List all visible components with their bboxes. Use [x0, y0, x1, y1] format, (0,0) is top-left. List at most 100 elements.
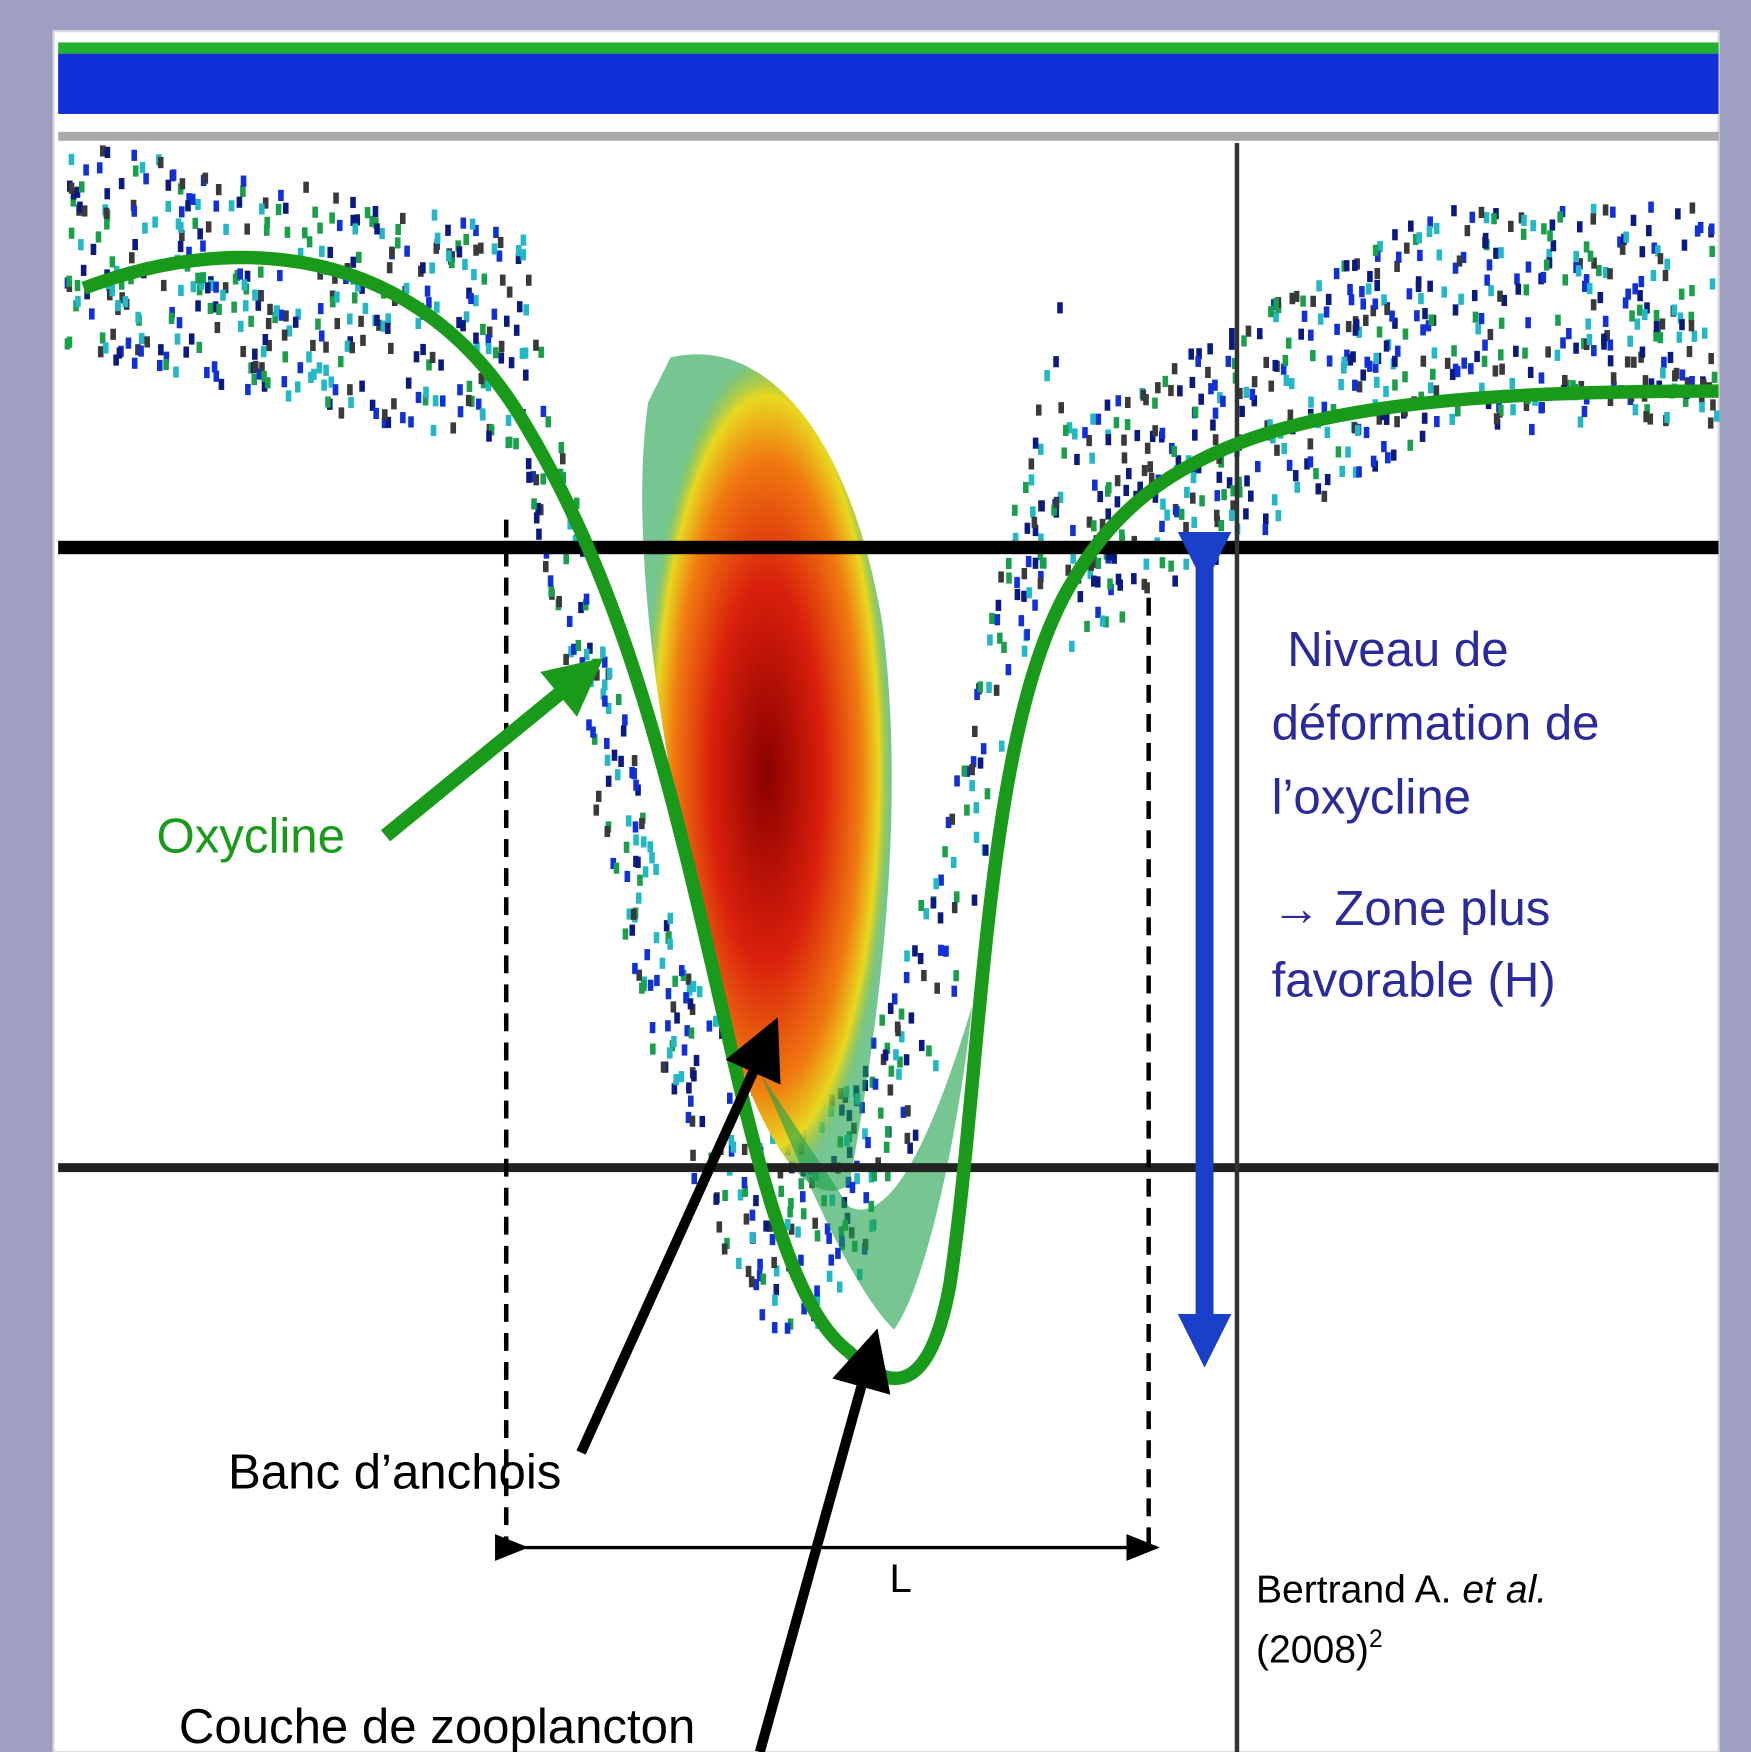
echo-dot: [772, 1322, 778, 1333]
echo-dot: [548, 586, 554, 597]
echo-dot: [983, 845, 989, 856]
echo-dot: [317, 362, 323, 373]
echo-dot: [951, 857, 957, 868]
echo-dot: [1360, 370, 1366, 381]
echo-dot: [347, 313, 353, 324]
echo-dot: [614, 863, 620, 874]
echo-dot: [117, 347, 123, 358]
echo-dot: [132, 239, 138, 250]
echo-dot: [1420, 431, 1426, 442]
echo-dot: [1629, 310, 1635, 321]
echo-dot: [1183, 522, 1189, 533]
echo-dot: [722, 1243, 728, 1254]
echo-dot: [954, 891, 960, 902]
echo-dot: [952, 902, 958, 913]
echo-dot: [1383, 386, 1389, 397]
echo-dot: [668, 913, 674, 924]
echo-dot: [631, 909, 637, 920]
echo-dot: [1122, 452, 1128, 463]
echo-dot: [883, 1050, 889, 1061]
width-label: L: [889, 1556, 911, 1601]
echo-dot: [632, 963, 638, 974]
echo-dot: [1163, 376, 1169, 387]
echo-dot: [1416, 232, 1422, 243]
echo-dot: [938, 875, 944, 886]
echo-dot: [1422, 308, 1428, 319]
echo-dot: [635, 857, 641, 868]
echo-dot: [248, 316, 254, 327]
echo-dot: [1044, 370, 1050, 381]
echo-dot: [1144, 559, 1150, 570]
echo-dot: [697, 986, 703, 997]
echo-dot: [605, 755, 611, 766]
echo-dot: [616, 694, 622, 705]
echo-dot: [509, 357, 515, 368]
echo-dot: [1115, 475, 1121, 486]
echo-dot: [310, 340, 316, 351]
echo-dot: [1566, 328, 1572, 339]
echo-dot: [909, 1012, 915, 1023]
echo-dot: [267, 304, 273, 315]
echo-dot: [1702, 328, 1708, 339]
echo-dot: [1220, 396, 1226, 407]
echo-dot: [629, 925, 635, 936]
echo-dot: [263, 334, 269, 345]
echo-dot: [683, 992, 689, 1003]
echo-dot: [237, 197, 243, 208]
echo-dot: [286, 390, 292, 401]
echo-dot: [1416, 276, 1422, 287]
echo-dot: [1268, 306, 1274, 317]
echo-dot: [279, 310, 285, 321]
echo-dot: [1023, 482, 1029, 493]
echo-dot: [1596, 265, 1602, 276]
echo-dot: [996, 600, 1002, 611]
echo-dot: [1472, 290, 1478, 301]
echo-dot: [1032, 517, 1038, 528]
echo-dot: [445, 225, 451, 236]
echo-dot: [329, 212, 335, 223]
echo-dot: [1551, 240, 1557, 251]
echo-dot: [100, 332, 106, 343]
echo-dot: [1487, 259, 1493, 270]
echo-dot: [1498, 247, 1504, 258]
echo-dot: [1509, 378, 1515, 389]
echo-dot: [478, 243, 484, 254]
echo-dot: [358, 316, 364, 327]
echo-dot: [258, 266, 264, 277]
echo-dot: [180, 178, 186, 189]
echo-dot: [1250, 389, 1256, 400]
echo-dot: [1392, 356, 1398, 367]
echo-dot: [1664, 412, 1670, 423]
echo-dot: [1239, 406, 1245, 417]
echo-dot: [607, 668, 613, 679]
echo-dot: [110, 256, 116, 267]
echo-dot: [1497, 291, 1503, 302]
echo-dot: [1092, 480, 1098, 491]
echo-dot: [1274, 445, 1280, 456]
vertical-line: [1235, 143, 1239, 1752]
echo-dot: [600, 646, 606, 657]
echo-dot: [205, 282, 211, 293]
echo-dot: [1642, 309, 1648, 320]
echo-dot: [865, 1137, 871, 1148]
echo-dot: [1097, 491, 1103, 502]
echo-dot: [517, 301, 523, 312]
echo-dot: [406, 378, 412, 389]
echo-dot: [171, 169, 177, 180]
echo-dot: [1389, 311, 1395, 322]
echo-dot: [1654, 310, 1660, 321]
echo-dot: [119, 178, 125, 189]
echo-dot: [641, 836, 647, 847]
echo-dot: [173, 366, 179, 377]
echo-dot: [593, 804, 599, 815]
echo-dot: [1709, 223, 1715, 234]
echo-dot: [1660, 367, 1666, 378]
echo-dot: [1074, 454, 1080, 465]
echo-dot: [400, 213, 406, 224]
echo-dot: [1385, 452, 1391, 463]
echo-dot: [1033, 558, 1039, 569]
echo-dot: [195, 300, 201, 311]
echo-dot: [446, 250, 452, 261]
echo-dot: [1287, 460, 1293, 471]
echo-dot: [1096, 414, 1102, 425]
